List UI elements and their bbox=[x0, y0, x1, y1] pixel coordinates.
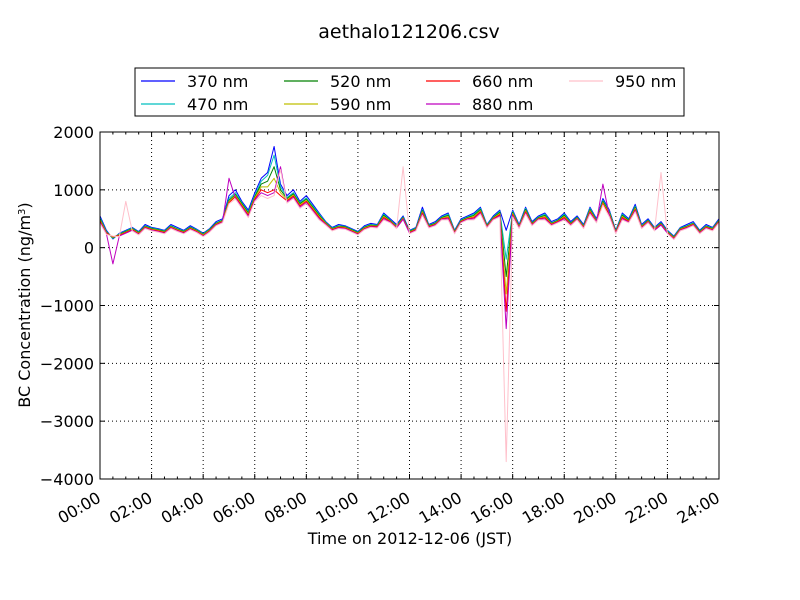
legend: 370 nm 470 nm 520 nm 590 nm 660 nm 880 nm 950 … bbox=[134, 67, 685, 117]
series-line-950-nm bbox=[99, 166, 720, 463]
y-tick-label: −2000 bbox=[40, 354, 94, 373]
y-tick-label: 0 bbox=[84, 239, 94, 258]
y-tick-label: −3000 bbox=[40, 412, 94, 431]
legend-label: 590 nm bbox=[330, 95, 391, 114]
legend-label: 370 nm bbox=[187, 72, 248, 91]
legend-label: 950 nm bbox=[615, 72, 676, 91]
legend-label: 470 nm bbox=[187, 95, 248, 114]
x-axis-label: Time on 2012-12-06 (JST) bbox=[307, 529, 512, 548]
y-tick-label: 2000 bbox=[53, 123, 94, 142]
y-tick-label: 1000 bbox=[53, 181, 94, 200]
y-tick-label: −1000 bbox=[40, 297, 94, 316]
y-tick-label: −4000 bbox=[40, 470, 94, 489]
legend-box bbox=[134, 67, 685, 117]
legend-label: 880 nm bbox=[472, 95, 533, 114]
legend-label: 660 nm bbox=[472, 72, 533, 91]
chart-title: aethalo121206.csv bbox=[318, 21, 500, 43]
series-lines bbox=[99, 146, 720, 463]
y-axis-label: BC Concentration (ng/m3) bbox=[15, 202, 34, 407]
legend-label: 520 nm bbox=[330, 72, 391, 91]
